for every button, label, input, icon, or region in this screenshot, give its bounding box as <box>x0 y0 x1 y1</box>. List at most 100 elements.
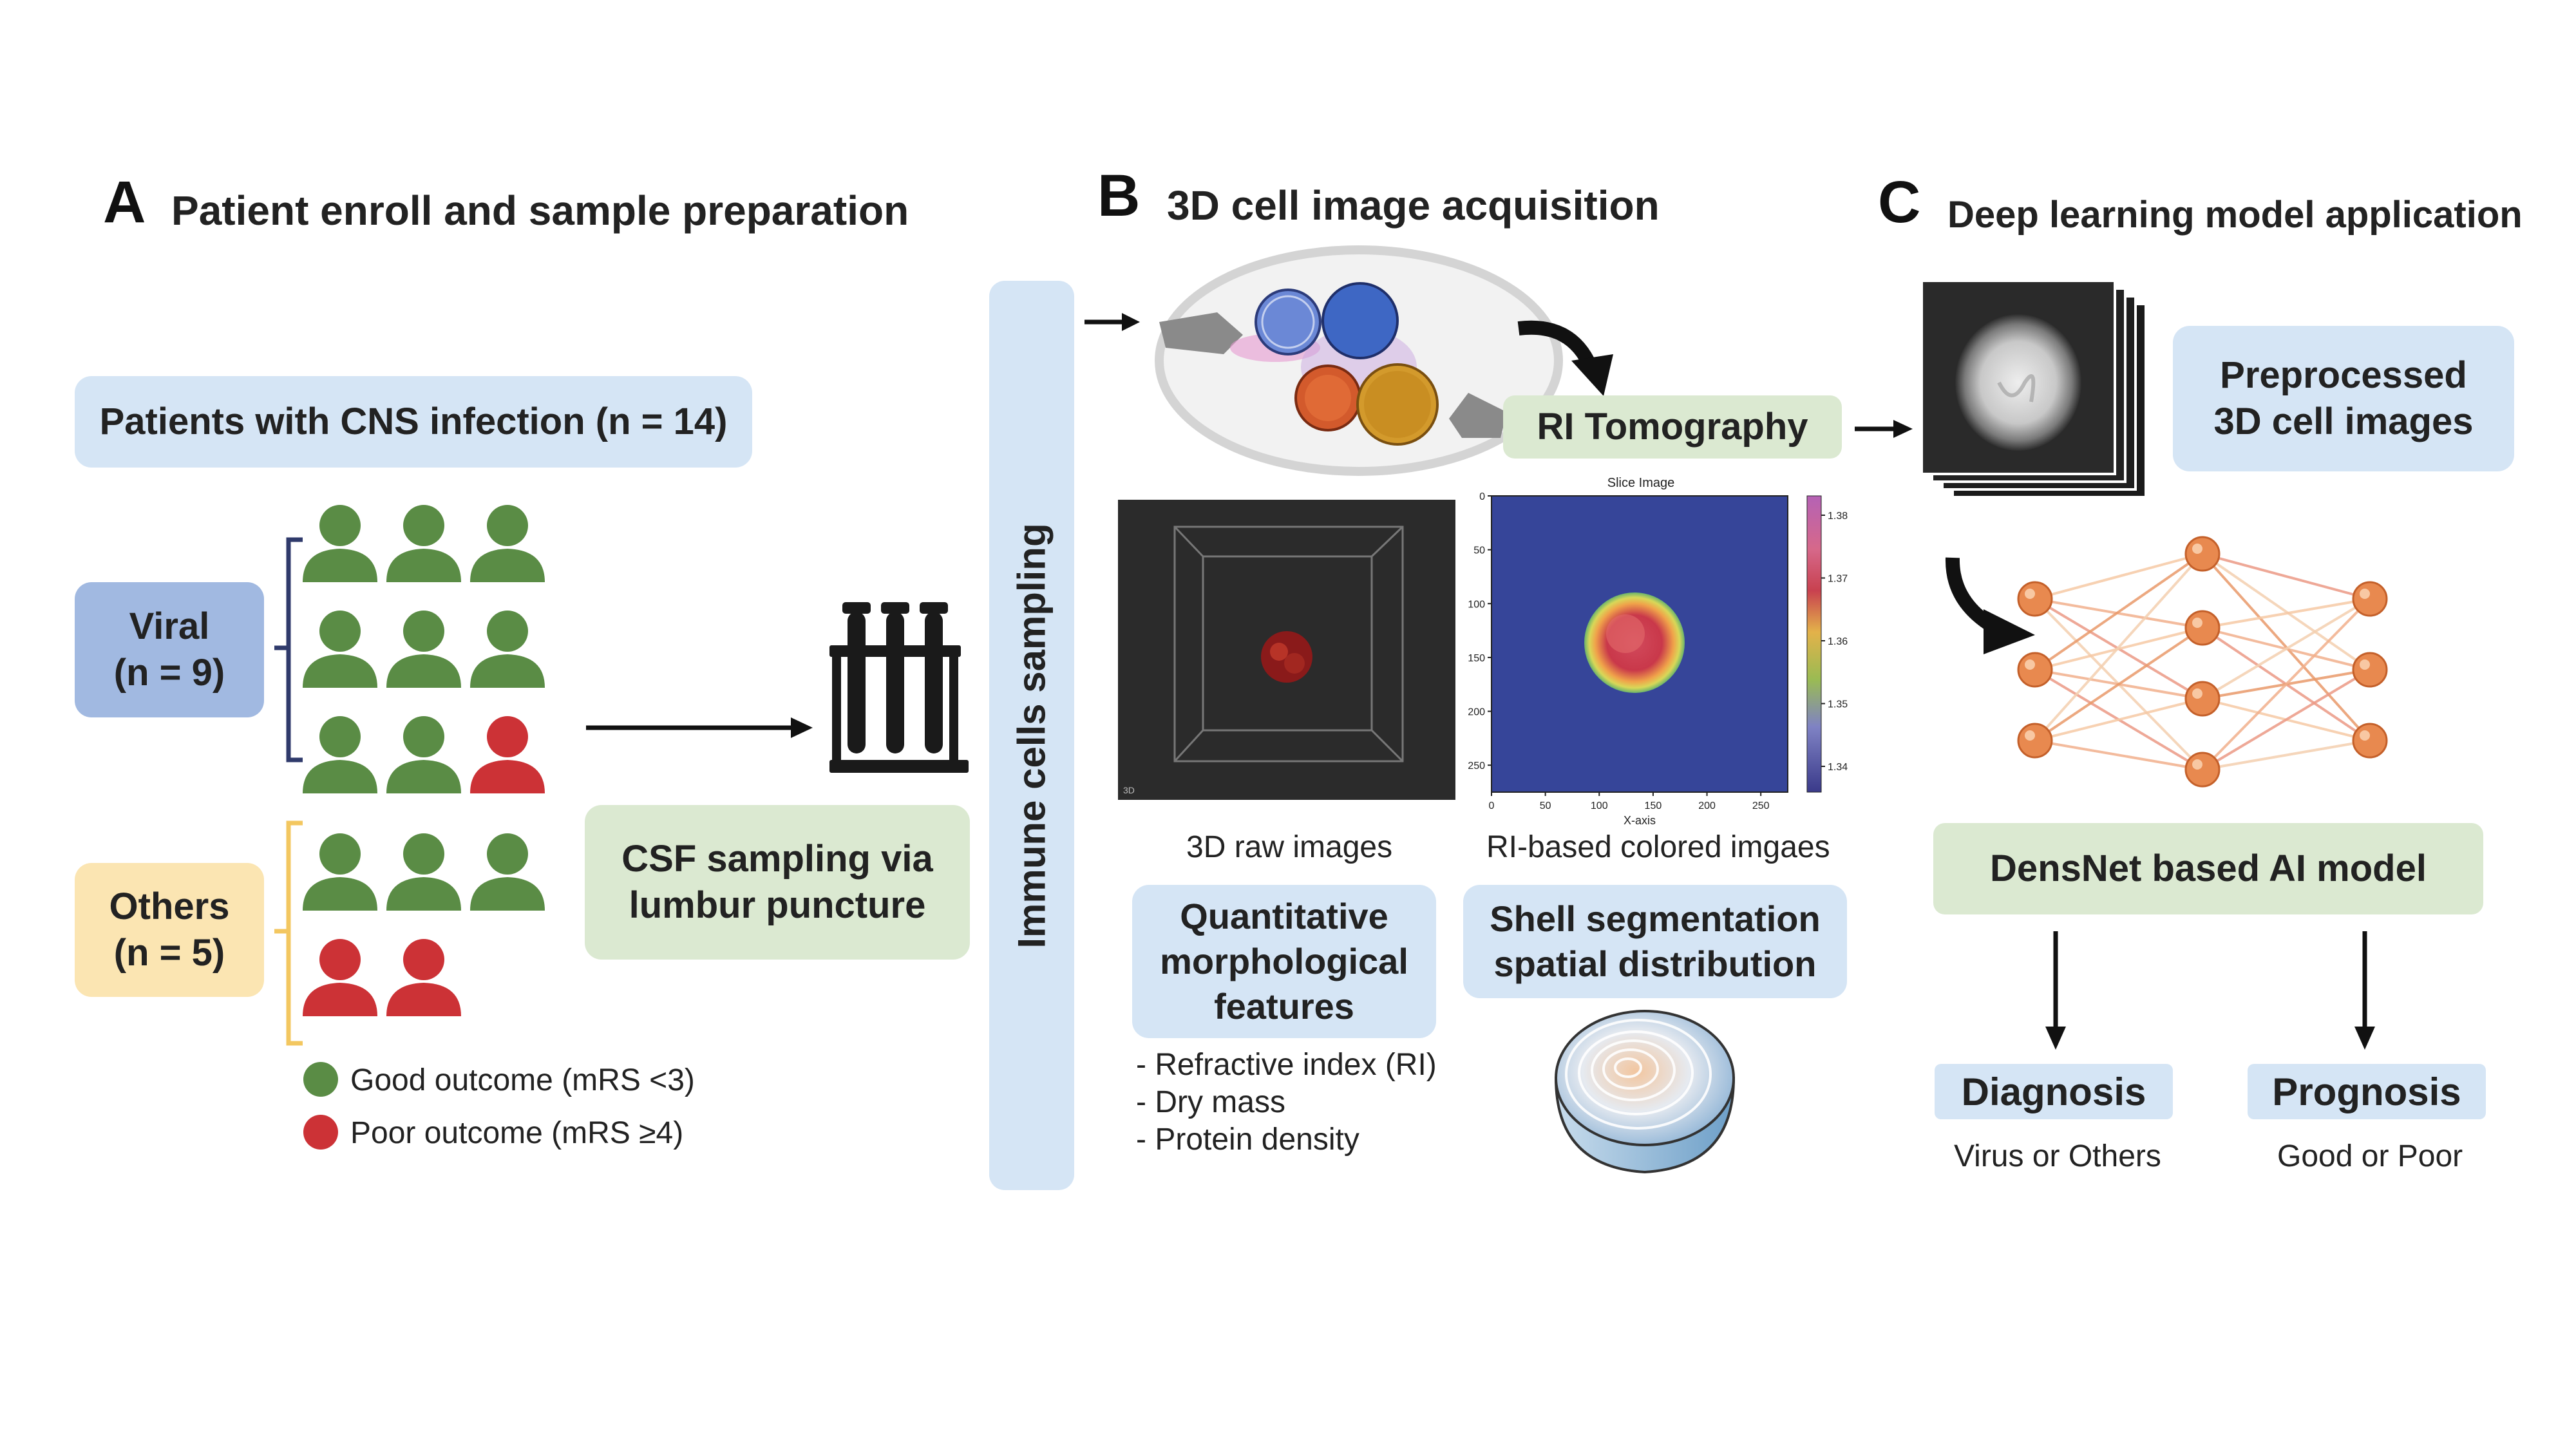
network-node <box>2017 581 2053 617</box>
feature-refractive-index: - Refractive index (RI) <box>1136 1048 1437 1082</box>
csf-sampling-box: CSF sampling via lumbur puncture <box>585 805 970 960</box>
ri-tomography-label: RI Tomography <box>1537 405 1808 448</box>
colorbar-tick-label: 1.35 <box>1828 699 1848 710</box>
network-node <box>2184 536 2221 572</box>
network-connection <box>2201 598 2371 771</box>
csf-line-2: lumbur puncture <box>629 884 926 926</box>
quant-line-3: features <box>1214 986 1354 1027</box>
network-connection <box>2034 739 2203 771</box>
others-patient-icon <box>470 833 545 911</box>
y-tick-label: 0 <box>1479 491 1485 502</box>
3d-raw-image: 3D <box>1118 500 1455 800</box>
y-tick-label: 150 <box>1468 653 1485 664</box>
neural-network-diagram <box>2017 536 2388 788</box>
legend-poor-dot <box>303 1115 338 1150</box>
viral-patient-icon <box>303 611 377 688</box>
x-tick-label: 250 <box>1752 800 1770 811</box>
panel-a-title: Patient enroll and sample preparation <box>171 187 909 234</box>
y-tick-label: 100 <box>1468 599 1485 610</box>
diagnosis-sub: Virus or Others <box>1954 1139 2161 1173</box>
viral-count: (n = 9) <box>113 652 225 694</box>
viral-patient-icon <box>386 611 461 688</box>
feature-dry-mass: - Dry mass <box>1136 1085 1285 1119</box>
x-axis-label: X-axis <box>1624 814 1656 827</box>
network-connection <box>2034 553 2203 600</box>
quant-line-2: morphological <box>1160 941 1408 981</box>
x-tick-label: 50 <box>1540 800 1551 811</box>
shell-segmentation-illustration <box>1554 1010 1736 1174</box>
network-connection <box>2202 598 2371 629</box>
colored-images-caption: RI-based colored imgaes <box>1486 830 1830 864</box>
x-tick-label: 150 <box>1645 800 1662 811</box>
network-connection <box>2202 739 2371 771</box>
network-connection <box>2201 553 2371 742</box>
legend-good-dot <box>303 1062 338 1097</box>
network-connection <box>2201 553 2371 671</box>
patients-box: Patients with CNS infection (n = 14) <box>75 376 752 468</box>
preprocessed-image-stack <box>1920 279 2147 498</box>
network-connection <box>2201 598 2371 700</box>
network-node <box>2352 723 2388 759</box>
network-node <box>2352 581 2388 617</box>
model-label: DensNet based AI model <box>1990 847 2427 889</box>
network-connection <box>2034 627 2204 742</box>
panel-b-title: 3D cell image acquisition <box>1167 182 1660 229</box>
curved-arrow-to-network <box>1945 557 2035 654</box>
others-bracket <box>274 820 303 1046</box>
viral-patient-icon <box>303 716 377 793</box>
legend-good-label: Good outcome (mRS <3) <box>350 1063 695 1097</box>
raw-corner-label: 3D <box>1123 785 1135 795</box>
x-tick-label: 100 <box>1591 800 1608 811</box>
sampling-label: Immune cells sampling <box>1010 522 1054 949</box>
x-tick-label: 0 <box>1489 800 1495 811</box>
ri-tomography-box: RI Tomography <box>1503 395 1842 459</box>
others-patient-icon <box>303 833 377 911</box>
colorbar-tick-label: 1.34 <box>1828 762 1848 773</box>
network-node <box>2184 752 2221 788</box>
viral-bracket <box>274 537 303 762</box>
curved-arrow-to-ri <box>1517 320 1613 396</box>
quant-line-1: Quantitative <box>1180 896 1388 936</box>
prognosis-box: Prognosis <box>2248 1064 2486 1119</box>
ri-colored-slice-image: Slice Image 0 50 100 150 200 250 0 50 100 150 200 2… <box>1468 476 1848 827</box>
arrow-into-microscope <box>1084 313 1140 331</box>
legend-poor-label: Poor outcome (mRS ≥4) <box>350 1116 684 1150</box>
shell-line-2: spatial distribution <box>1493 943 1817 984</box>
y-tick-label: 200 <box>1468 707 1485 718</box>
patients-label: Patients with CNS infection (n = 14) <box>99 400 728 442</box>
preprocessed-images-box: Preprocessed 3D cell images <box>2173 326 2514 471</box>
others-patient-icon <box>303 939 377 1016</box>
network-connection <box>2201 668 2371 771</box>
test-tube-rack-icon <box>829 602 969 773</box>
arrow-to-diagnosis <box>2045 931 2066 1050</box>
quantitative-features-box: Quantitative morphological features <box>1132 885 1436 1038</box>
panel-b-letter: B <box>1097 163 1141 229</box>
preprocessed-line-1: Preprocessed <box>2220 354 2467 396</box>
diagnosis-label: Diagnosis <box>1961 1070 2146 1113</box>
csf-line-1: CSF sampling via <box>621 837 933 880</box>
shell-line-1: Shell segmentation <box>1490 898 1821 939</box>
feature-protein-density: - Protein density <box>1136 1122 1359 1157</box>
viral-patient-icon <box>470 716 545 793</box>
network-node <box>2017 723 2053 759</box>
preprocessed-line-2: 3D cell images <box>2213 401 2474 442</box>
network-node <box>2352 652 2388 688</box>
colorbar-tick-label: 1.36 <box>1828 636 1848 647</box>
viral-patient-icon <box>386 716 461 793</box>
others-patient-icon <box>386 833 461 911</box>
network-node <box>2017 652 2053 688</box>
arrow-to-tubes <box>586 717 813 738</box>
immune-cells-sampling-bar: Immune cells sampling <box>989 281 1074 1190</box>
others-count: (n = 5) <box>113 932 225 974</box>
network-node <box>2184 610 2221 646</box>
viral-patient-icon <box>470 611 545 688</box>
viral-patient-icon <box>386 505 461 582</box>
slice-title: Slice Image <box>1607 476 1675 490</box>
viral-patient-icon <box>303 505 377 582</box>
viral-label: Viral <box>129 605 210 647</box>
raw-images-caption: 3D raw images <box>1186 830 1393 864</box>
network-connection <box>2202 553 2371 600</box>
others-box: Others (n = 5) <box>75 863 264 997</box>
x-tick-label: 200 <box>1698 800 1716 811</box>
network-connection <box>2034 553 2204 671</box>
